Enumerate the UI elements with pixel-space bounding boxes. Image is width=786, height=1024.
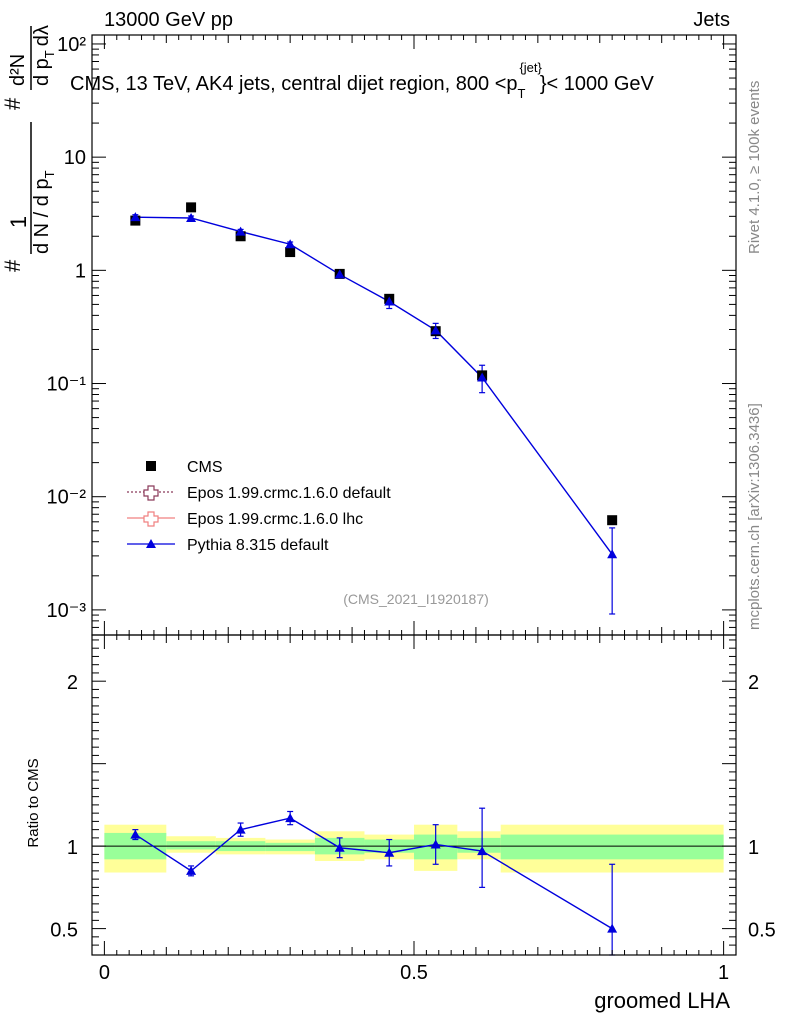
legend-marker bbox=[146, 539, 156, 548]
header-right: Jets bbox=[693, 9, 730, 31]
pythia-point bbox=[235, 226, 246, 236]
cms-point bbox=[235, 231, 246, 242]
y-tick-label: 10⁻³ bbox=[47, 600, 87, 622]
ratio-pythia-point bbox=[430, 839, 441, 849]
pythia-line bbox=[135, 216, 613, 555]
plot-title: CMS, 13 TeV, AK4 jets, central dijet reg… bbox=[70, 60, 655, 101]
y-tick-label: 10² bbox=[57, 34, 86, 56]
pythia-point bbox=[430, 325, 441, 335]
legend-marker bbox=[143, 485, 159, 501]
y-tick-label: 1 bbox=[75, 260, 86, 282]
svg-text:1: 1 bbox=[6, 216, 31, 228]
ratio-y-tick-label: 2 bbox=[67, 672, 78, 694]
band-inner bbox=[500, 834, 724, 860]
legend-label: CMS bbox=[187, 459, 223, 476]
band-inner bbox=[166, 841, 216, 850]
ratio-y-axis-label: Ratio to CMS bbox=[25, 758, 42, 847]
legend-item: Epos 1.99.crmc.1.6.0 lhc bbox=[127, 511, 363, 528]
analysis-id: (CMS_2021_I1920187) bbox=[343, 591, 489, 607]
legend-label: Epos 1.99.crmc.1.6.0 lhc bbox=[187, 511, 363, 528]
pythia-point bbox=[477, 372, 488, 382]
cms-point bbox=[186, 202, 197, 213]
svg-text:#: # bbox=[0, 97, 25, 110]
pythia-point bbox=[334, 269, 345, 279]
cms-point bbox=[607, 515, 618, 526]
legend-marker bbox=[146, 461, 156, 471]
ratio-pythia-point bbox=[607, 923, 618, 933]
ratio-pythia-point bbox=[384, 847, 395, 857]
pythia-point bbox=[186, 212, 197, 222]
legend-item: CMS bbox=[146, 459, 223, 476]
x-tick-label: 0.5 bbox=[400, 962, 428, 984]
legend: CMS Epos 1.99.crmc.1.6.0 default Epos 1.99… bbox=[127, 459, 391, 554]
ratio-y-tick-label: 0.5 bbox=[50, 920, 78, 942]
band-inner bbox=[265, 842, 315, 852]
legend-item: Epos 1.99.crmc.1.6.0 default bbox=[127, 485, 391, 502]
ratio-y-tick-label-right: 1 bbox=[748, 837, 759, 859]
svg-text:#: # bbox=[0, 259, 25, 272]
ratio-frame bbox=[91, 634, 737, 956]
cms-point bbox=[285, 247, 296, 258]
pythia-point bbox=[384, 296, 395, 306]
legend-marker bbox=[143, 511, 159, 527]
y-tick-label: 10⁻² bbox=[47, 487, 87, 509]
main-y-axis-label: #1 d N / d pT # d²N d pTdλ bbox=[0, 25, 57, 272]
ratio-y-tick-label-right: 2 bbox=[748, 672, 759, 694]
y-tick-label: 10⁻¹ bbox=[47, 374, 87, 396]
legend-label: Pythia 8.315 default bbox=[187, 537, 329, 554]
y-tick-label: 10 bbox=[64, 147, 86, 169]
ratio-pythia-point bbox=[285, 813, 296, 823]
ratio-pythia-point bbox=[477, 846, 488, 856]
header-left: 13000 GeV pp bbox=[104, 9, 233, 31]
ratio-y-tick-label-right: 0.5 bbox=[748, 920, 776, 942]
pythia-point bbox=[285, 239, 296, 249]
ratio-pythia-point bbox=[130, 829, 141, 839]
ratio-pythia-point bbox=[334, 842, 345, 852]
pythia-point bbox=[607, 549, 618, 559]
pythia-point bbox=[130, 212, 141, 222]
ratio-pythia-point bbox=[186, 865, 197, 875]
x-axis-label: groomed LHA bbox=[594, 988, 730, 1013]
svg-text:d N / d pT: d N / d pT bbox=[31, 170, 57, 254]
svg-text:d²N: d²N bbox=[7, 54, 29, 86]
ratio-y-tick-label: 1 bbox=[67, 837, 78, 859]
x-tick-label: 1 bbox=[718, 962, 729, 984]
legend-label: Epos 1.99.crmc.1.6.0 default bbox=[187, 485, 391, 502]
legend-item: Pythia 8.315 default bbox=[127, 537, 329, 554]
ratio-uncertainty-bands bbox=[92, 824, 736, 873]
x-tick-label: 0 bbox=[99, 962, 110, 984]
svg-text:d pTdλ: d pTdλ bbox=[31, 25, 57, 86]
ratio-pythia-point bbox=[235, 824, 246, 834]
